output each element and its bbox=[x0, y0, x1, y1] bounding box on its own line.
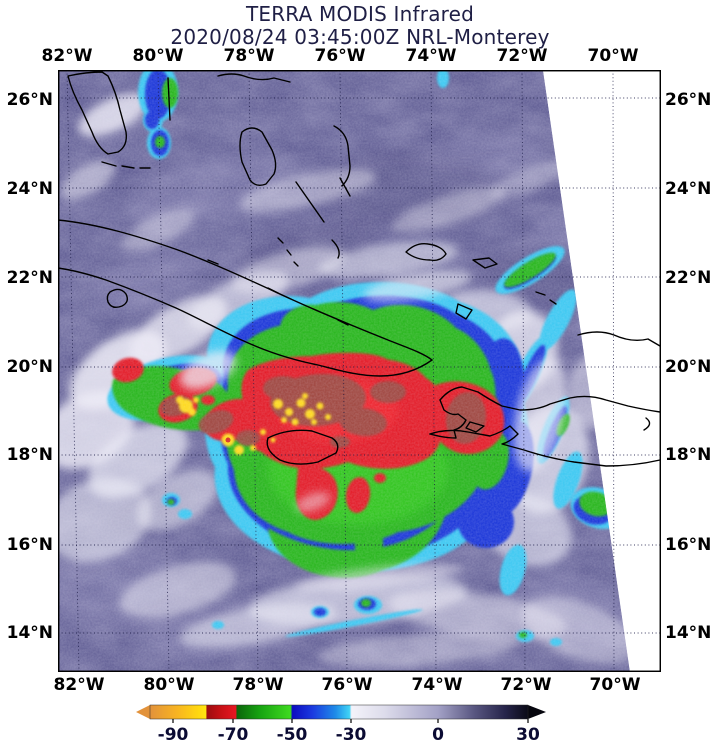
coastlines bbox=[58, 71, 661, 467]
colorbar-left-arrow bbox=[136, 705, 150, 719]
product-title: TERRA MODIS Infrared bbox=[245, 2, 475, 26]
lon-label-top: 70°W bbox=[587, 46, 639, 66]
lat-label-right: 20°N bbox=[665, 357, 712, 377]
lon-label-bottom: 70°W bbox=[589, 675, 641, 695]
lat-label-left: 24°N bbox=[6, 179, 53, 199]
lon-label-bottom: 76°W bbox=[321, 675, 373, 695]
colorbar-tick-label: -70 bbox=[218, 725, 249, 745]
lon-label-top: 72°W bbox=[496, 46, 548, 66]
map-frame bbox=[58, 70, 661, 672]
colorbar-gradient bbox=[149, 704, 529, 720]
lon-label-top: 74°W bbox=[405, 46, 457, 66]
lon-label-bottom: 82°W bbox=[53, 675, 105, 695]
lon-label-top: 76°W bbox=[314, 46, 366, 66]
lat-label-left: 22°N bbox=[6, 268, 53, 288]
lat-label-right: 18°N bbox=[665, 445, 712, 465]
lon-label-bottom: 74°W bbox=[411, 675, 463, 695]
lat-label-right: 26°N bbox=[665, 90, 712, 110]
no-data-region bbox=[543, 70, 661, 672]
lat-label-right: 16°N bbox=[665, 535, 712, 555]
colorbar-tick-label: -30 bbox=[336, 725, 367, 745]
lat-label-right: 14°N bbox=[665, 623, 712, 643]
lat-label-right: 22°N bbox=[665, 268, 712, 288]
temperature-colorbar: -90 -70 -50 -30 0 30 bbox=[136, 704, 546, 745]
satellite-ir-map bbox=[58, 70, 661, 672]
lon-label-bottom: 78°W bbox=[232, 675, 284, 695]
product-datetime: 2020/08/24 03:45:00Z NRL-Monterey bbox=[170, 25, 550, 49]
lon-label-top: 78°W bbox=[223, 46, 275, 66]
lat-label-left: 14°N bbox=[6, 623, 53, 643]
colorbar-right-arrow bbox=[528, 705, 546, 719]
lat-label-left: 20°N bbox=[6, 357, 53, 377]
lat-label-left: 16°N bbox=[6, 535, 53, 555]
colorbar-tick-label: 0 bbox=[432, 725, 444, 745]
lon-label-bottom: 72°W bbox=[500, 675, 552, 695]
lat-label-right: 24°N bbox=[665, 179, 712, 199]
colorbar-ticks bbox=[172, 719, 529, 723]
lon-label-top: 80°W bbox=[132, 46, 184, 66]
colorbar-tick-label: -90 bbox=[158, 725, 189, 745]
colorbar-tick-label: 30 bbox=[516, 725, 540, 745]
lon-label-bottom: 80°W bbox=[143, 675, 195, 695]
colorbar-tick-label: -50 bbox=[277, 725, 308, 745]
lon-label-top: 82°W bbox=[41, 46, 93, 66]
lat-label-left: 26°N bbox=[6, 90, 53, 110]
lat-label-left: 18°N bbox=[6, 445, 53, 465]
